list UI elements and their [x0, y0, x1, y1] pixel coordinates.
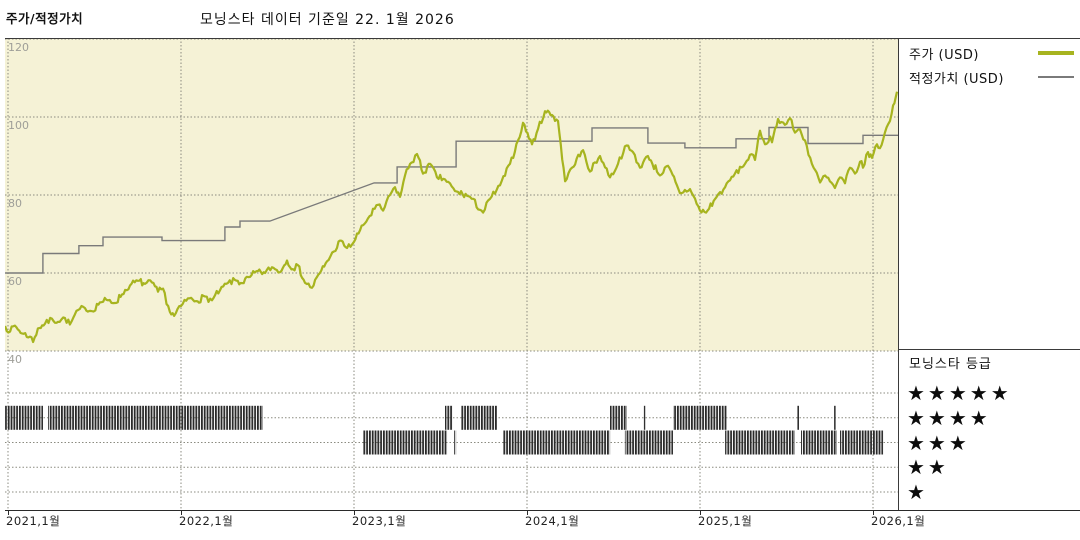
chart-plot-background — [5, 38, 898, 351]
chart-plot-area: 120 100 80 60 40 — [4, 38, 899, 510]
rating-band-3stars — [503, 430, 611, 455]
legend-item-fair-value: 적정가치 (USD) — [909, 68, 1004, 87]
x-axis-tick — [8, 511, 9, 515]
price-line — [4, 91, 899, 344]
rating-row-3stars: ★★★ — [907, 430, 970, 455]
price-legend-label: 주가 (USD) — [909, 48, 979, 63]
y-axis-label: 100 — [8, 119, 29, 132]
rating-section-divider — [899, 349, 1080, 350]
rating-row-5stars: ★★★★★ — [907, 381, 1012, 405]
rating-band-3stars — [840, 430, 884, 455]
rating-legend-title: 모닝스타 등급 — [909, 357, 992, 372]
chart-title: 모닝스타 데이터 기준일 22. 1월 2026 — [200, 12, 455, 28]
rating-band-4stars — [461, 405, 498, 430]
rating-band-4stars — [48, 405, 263, 430]
x-axis-tick — [527, 511, 528, 515]
rating-band-4stars — [643, 405, 646, 430]
rating-band-4stars — [5, 405, 44, 430]
price-line-swatch — [1038, 51, 1074, 55]
rating-band-3stars — [801, 430, 837, 455]
rating-band-4stars — [445, 405, 453, 430]
price-fairvalue-label: 주가/적정가치 — [6, 11, 84, 26]
y-axis-label: 60 — [8, 275, 22, 288]
rating-row-2stars: ★★ — [907, 455, 949, 480]
legend-panel: 주가 (USD) 적정가치 (USD) 모닝스타 등급 ★★★★★ ★★★★ ★★★… — [898, 38, 1080, 510]
rating-row-4stars: ★★★★ — [907, 405, 991, 430]
x-axis-label: 2024,1월 — [525, 514, 580, 528]
x-axis-line — [5, 510, 1080, 511]
price-chart-svg: 120 100 80 60 40 — [4, 38, 899, 509]
rating-band-4stars — [834, 405, 836, 430]
x-axis-label: 2022,1월 — [179, 514, 234, 528]
rating-band-3stars — [624, 430, 673, 455]
rating-band-3stars — [454, 430, 457, 455]
fair-value-line-swatch — [1038, 76, 1074, 78]
y-axis-label: 80 — [8, 197, 22, 210]
legend-item-price: 주가 (USD) — [909, 44, 979, 63]
rating-band-4stars — [673, 405, 727, 430]
x-axis-label: 2023,1월 — [352, 514, 407, 528]
rating-band-4stars — [797, 405, 799, 430]
y-axis-label: 120 — [8, 41, 29, 54]
y-axis-label: 40 — [8, 353, 22, 366]
rating-band-3stars — [363, 430, 448, 455]
x-axis-label: 2021,1월 — [6, 514, 61, 528]
rating-band-3stars — [725, 430, 795, 455]
x-axis-label: 2026,1월 — [871, 514, 926, 528]
rating-row-1stars: ★ — [907, 480, 928, 504]
rating-history-bands — [5, 405, 884, 455]
gridlines: 120 100 80 60 40 — [5, 38, 898, 509]
x-axis-tick — [873, 511, 874, 515]
x-axis-tick — [181, 511, 182, 515]
rating-band-4stars — [610, 405, 627, 430]
x-axis-tick — [700, 511, 701, 515]
x-axis-label: 2025,1월 — [698, 514, 753, 528]
fair-value-legend-label: 적정가치 (USD) — [909, 72, 1004, 87]
x-axis-tick — [354, 511, 355, 515]
